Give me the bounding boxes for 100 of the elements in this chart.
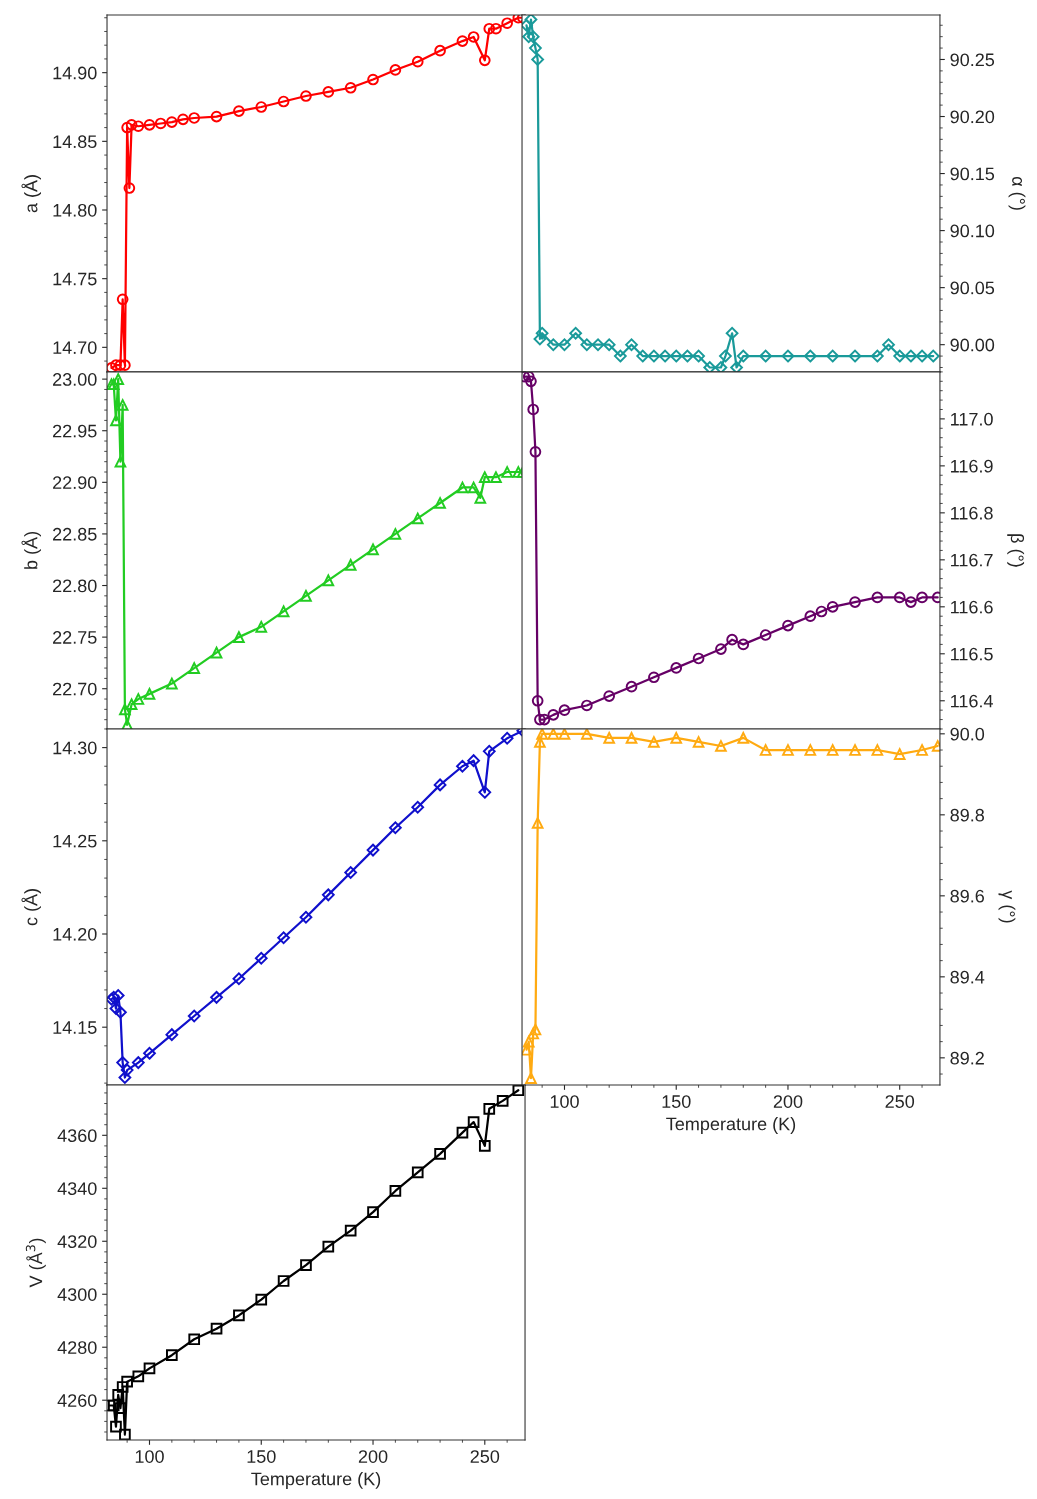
point (114, 455, 127, 468)
y-tick-label: 89.4 (950, 970, 985, 984)
point (916, 591, 928, 604)
point (730, 361, 743, 373)
point (658, 349, 672, 363)
point (737, 638, 750, 651)
point (411, 800, 425, 814)
x-tick-label: 150 (247, 1450, 276, 1463)
point (467, 481, 480, 494)
point (277, 605, 290, 618)
point (501, 17, 513, 30)
point (132, 693, 145, 705)
x-tick-label: 100 (135, 1450, 164, 1463)
point (116, 1056, 130, 1069)
y-tick-label: 89.2 (950, 1051, 984, 1065)
point (109, 1002, 123, 1015)
point (165, 1028, 179, 1042)
point (501, 466, 513, 478)
point (110, 1420, 122, 1433)
y-tick-label: 90.20 (950, 110, 995, 124)
point (714, 361, 728, 373)
point (715, 643, 727, 655)
y-tick-label: 4360 (57, 1129, 97, 1143)
point (434, 1148, 446, 1160)
y-tick-label: 14.15 (53, 1021, 97, 1034)
point (522, 1035, 535, 1048)
point (187, 1009, 201, 1023)
point (121, 121, 133, 134)
point (535, 326, 549, 340)
point (143, 1046, 156, 1060)
point (522, 30, 536, 44)
point (681, 349, 694, 363)
point (669, 349, 683, 363)
point (531, 694, 544, 707)
point (893, 748, 906, 760)
point (538, 713, 551, 726)
point (692, 736, 705, 748)
point (893, 591, 906, 604)
point (434, 497, 446, 509)
point (114, 359, 127, 372)
point (591, 338, 605, 352)
y-tick-label: 116.9 (951, 459, 993, 473)
point (210, 991, 223, 1004)
point (188, 662, 201, 674)
point (210, 646, 223, 659)
point (255, 1293, 268, 1306)
point (613, 349, 627, 363)
y-axis-title: c (Å) (21, 889, 41, 926)
point (233, 105, 245, 117)
point (344, 81, 357, 94)
point (603, 690, 616, 702)
point (547, 728, 560, 740)
y-tick-label: 90.25 (950, 53, 995, 67)
point (529, 1023, 542, 1036)
x-tick-label: 100 (550, 1095, 579, 1108)
point (210, 1322, 223, 1335)
point (625, 338, 638, 352)
point (344, 1224, 357, 1237)
point (478, 1140, 491, 1152)
point (478, 785, 492, 799)
point (233, 1309, 245, 1322)
y-tick-label: 89.8 (950, 808, 985, 822)
point (277, 1275, 290, 1287)
point (434, 44, 446, 57)
point (849, 744, 861, 756)
point (525, 1072, 537, 1084)
y-tick-label: 4280 (57, 1341, 97, 1354)
point (871, 744, 884, 756)
point (467, 31, 480, 43)
point (300, 90, 312, 102)
point (826, 600, 839, 613)
point (870, 349, 884, 363)
y-tick-label: 14.25 (53, 834, 97, 848)
point (547, 709, 560, 721)
point (255, 620, 268, 633)
point (647, 349, 661, 363)
point (125, 119, 138, 131)
point (110, 359, 122, 372)
point (849, 596, 861, 608)
point (121, 719, 133, 729)
point (522, 1043, 533, 1056)
point (826, 744, 839, 756)
point (915, 349, 929, 363)
point (759, 629, 772, 641)
point (255, 101, 268, 113)
point (322, 86, 335, 98)
y-tick-label: 89.6 (950, 889, 985, 903)
point (111, 989, 125, 1002)
point (114, 1005, 127, 1019)
point (166, 1349, 178, 1361)
point (482, 744, 496, 758)
point (692, 652, 705, 665)
point (478, 54, 491, 67)
y-tick-label: 14.30 (53, 741, 97, 755)
point (118, 1071, 132, 1084)
point (456, 1126, 469, 1139)
point (300, 1259, 312, 1271)
y-tick-label: 23.00 (53, 373, 97, 386)
point (558, 704, 571, 716)
point (826, 349, 840, 363)
